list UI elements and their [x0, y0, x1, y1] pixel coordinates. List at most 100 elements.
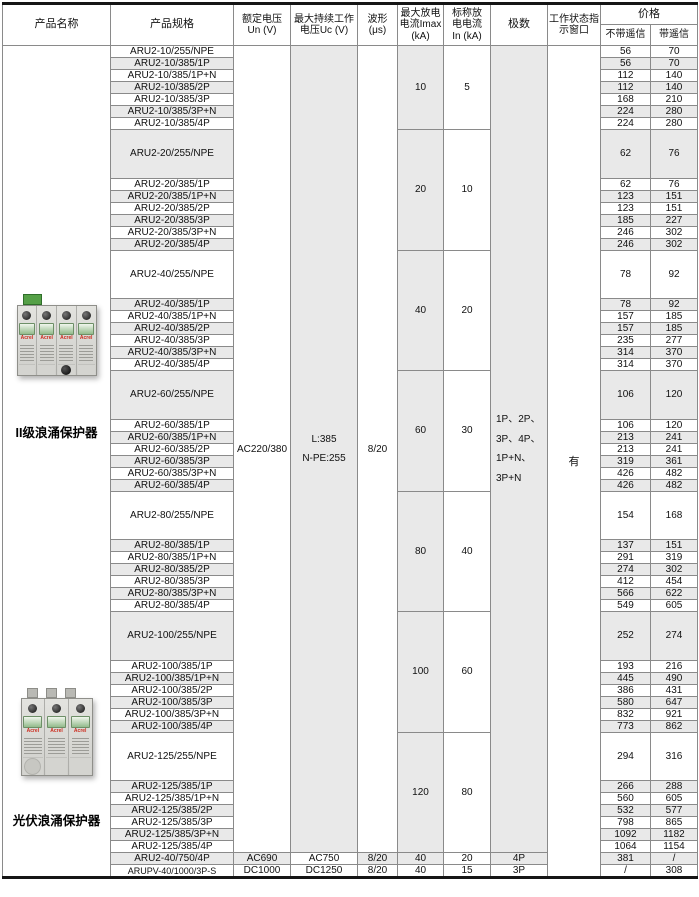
table-row: ARU2-10/385/3P+N 224 280 — [3, 105, 698, 118]
spec-cell: ARU2-20/385/1P — [110, 177, 234, 191]
spec-cell: ARU2-40/385/3P — [110, 334, 234, 347]
price-remote-cell: 185 — [650, 310, 698, 323]
price-no-remote-cell: 168 — [600, 93, 651, 106]
device-module: Acrel — [21, 699, 46, 775]
price-no-remote-cell: 106 — [600, 370, 651, 420]
table-row: ARU2-100/385/4P 773 862 — [3, 719, 698, 733]
spec-cell: ARU2-10/385/2P — [110, 81, 234, 94]
price-no-remote-cell: 78 — [600, 298, 651, 311]
device-body: Acrel Acrel Acrel Acrel — [16, 305, 97, 376]
price-no-remote-cell: 246 — [600, 225, 651, 239]
imax-cell: 40 — [397, 852, 444, 865]
cell-line: 1P、2P、 — [496, 414, 541, 425]
spec-cell: ARU2-100/385/4P — [110, 719, 234, 733]
spec-cell: ARU2-10/385/3P+N — [110, 105, 234, 118]
table-row: ARU2-20/385/3P 185 227 — [3, 213, 698, 227]
price-remote-cell: 647 — [650, 695, 698, 709]
price-remote-cell: 1154 — [650, 840, 698, 853]
price-remote-cell: 76 — [650, 177, 698, 191]
module-bottom — [46, 757, 67, 775]
in-cell: 80 — [443, 731, 491, 853]
price-no-remote-cell: 560 — [600, 792, 651, 805]
screw-icon — [52, 704, 61, 713]
col-header-poles: 极数 — [490, 3, 548, 46]
table-row: ARU2-125/255/NPE 120 80 294 316 — [3, 731, 698, 853]
price-no-remote-cell: 154 — [600, 490, 651, 540]
table-row: ARU2-125/385/1P 266 288 — [3, 780, 698, 793]
spec-cell: ARU2-10/255/NPE — [110, 45, 234, 58]
price-no-remote-cell: 246 — [600, 237, 651, 251]
terminal-tabs — [17, 294, 97, 305]
max-voltage-cell: DC1250 — [290, 864, 358, 878]
price-no-remote-cell: 314 — [600, 346, 651, 359]
terminal-block — [22, 294, 42, 305]
spec-cell: ARUPV-40/1000/3P-S — [110, 864, 234, 878]
spec-cell: ARU2-20/385/4P — [110, 237, 234, 251]
indicator-window — [58, 323, 75, 335]
spec-cell: ARU2-60/385/1P — [110, 418, 234, 432]
table-row: ARU2-60/385/4P 426 482 — [3, 478, 698, 492]
screw-icon — [42, 311, 52, 320]
brand-logo: Acrel — [73, 728, 87, 734]
price-remote-cell: 280 — [650, 105, 698, 118]
col-header-imax: 最大放电 电流Imax (kA) — [397, 3, 444, 46]
spec-text-lines — [19, 343, 34, 362]
price-no-remote-cell: 532 — [600, 804, 651, 817]
product-name-cell: Acrel Acrel Acrel Acrel II级浪涌保护器 Acrel Acrel Ac… — [2, 45, 111, 878]
price-no-remote-cell: 1092 — [600, 828, 651, 841]
table-row: ARU2-40/255/NPE 40 20 78 92 — [3, 249, 698, 371]
col-header-price-remote: 带遥信 — [650, 24, 698, 46]
spec-cell: ARU2-20/385/2P — [110, 201, 234, 215]
spec-text-lines — [79, 343, 94, 362]
table-row: ARU2-125/385/3P 798 865 — [3, 816, 698, 829]
spec-cell: ARU2-100/385/1P+N — [110, 671, 234, 685]
price-no-remote-cell: 266 — [600, 780, 651, 793]
module-bottom — [58, 364, 75, 375]
status-indicator-cell: 有 — [547, 45, 601, 878]
price-remote-cell: 185 — [650, 322, 698, 335]
table-row: ARU2-80/255/NPE 80 40 154 168 — [3, 490, 698, 612]
spec-text-lines — [71, 736, 89, 755]
price-remote-cell: 92 — [650, 249, 698, 299]
imax-cell: 80 — [397, 490, 444, 612]
poles-cell: 1P、2P、 3P、4P、 1P+N、 3P+N — [490, 45, 548, 853]
price-no-remote-cell: 224 — [600, 117, 651, 130]
price-no-remote-cell: 832 — [600, 707, 651, 721]
table-row: ARU2-40/385/1P+N 157 185 — [3, 310, 698, 323]
device-module: Acrel — [37, 306, 57, 375]
cell-line: 1P+N、 — [496, 453, 532, 464]
in-cell: 5 — [443, 45, 491, 130]
price-no-remote-cell: 381 — [600, 852, 651, 865]
price-remote-cell: 241 — [650, 442, 698, 456]
price-no-remote-cell: 62 — [600, 129, 651, 179]
spec-cell: ARU2-60/385/1P+N — [110, 430, 234, 444]
col-header-price-no-remote: 不带遥信 — [600, 24, 651, 46]
product-price-table: 产品名称 产品规格 额定电压 Un (V) 最大持续工作 电压Uc (V) 波形 (μ… — [2, 2, 698, 879]
spec-cell: ARU2-20/385/1P+N — [110, 189, 234, 203]
waveform-cell: 8/20 — [357, 852, 398, 865]
table-row: ARU2-20/385/1P+N 123 151 — [3, 189, 698, 203]
col-header-spec: 产品规格 — [110, 3, 234, 46]
col-header-in: 标称放 电电流 In (kA) — [443, 3, 491, 46]
price-remote-cell: 302 — [650, 563, 698, 576]
price-remote-cell: 577 — [650, 804, 698, 817]
price-no-remote-cell: 252 — [600, 611, 651, 661]
spec-cell: ARU2-80/255/NPE — [110, 490, 234, 540]
price-remote-cell: 302 — [650, 237, 698, 251]
table-row: ARU2-40/385/3P+N 314 370 — [3, 346, 698, 359]
price-remote-cell: 319 — [650, 551, 698, 564]
terminal-block — [64, 688, 76, 698]
spec-cell: ARU2-10/385/3P — [110, 93, 234, 106]
price-remote-cell: 151 — [650, 201, 698, 215]
price-no-remote-cell: 213 — [600, 442, 651, 456]
terminal-block — [45, 688, 57, 698]
price-remote-cell: 361 — [650, 454, 698, 468]
waveform-cell: 8/20 — [357, 45, 398, 853]
price-remote-cell: 70 — [650, 57, 698, 70]
price-remote-cell: 605 — [650, 599, 698, 612]
device-module: Acrel — [57, 306, 77, 375]
table-row: ARU2-20/385/4P 246 302 — [3, 237, 698, 251]
cell-line: 3P、4P、 — [496, 433, 541, 445]
price-remote-cell: 168 — [650, 490, 698, 540]
price-remote-cell: 140 — [650, 81, 698, 94]
